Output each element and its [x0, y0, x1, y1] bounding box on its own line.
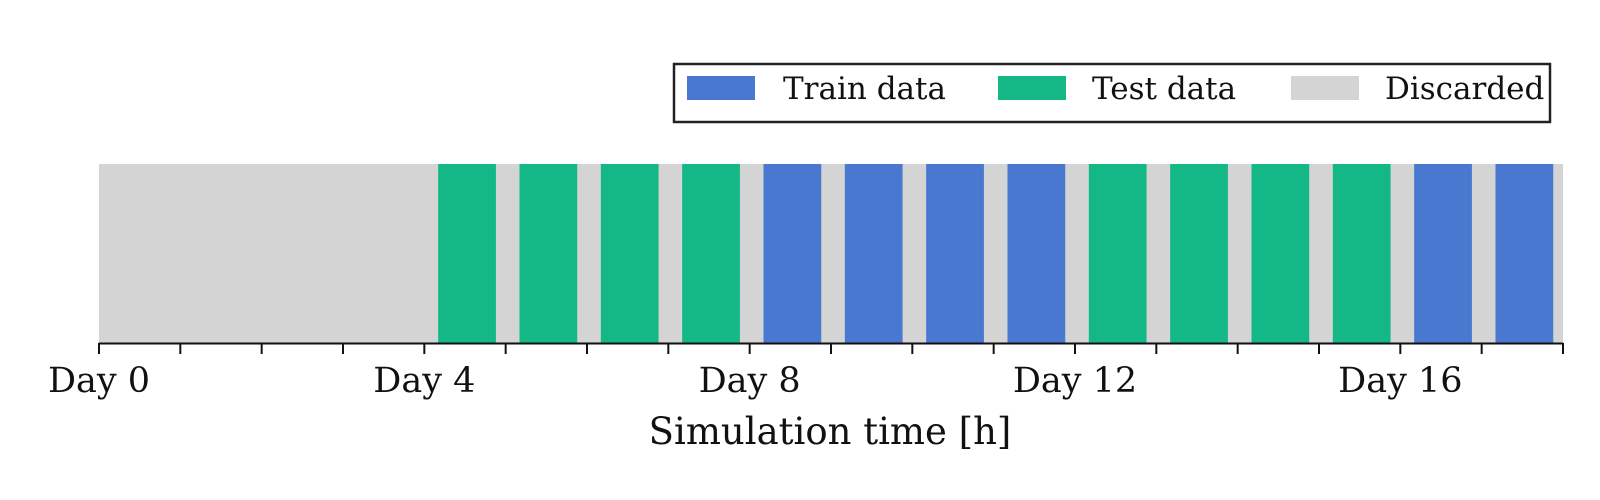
x-tick-label-12: Day 12	[1013, 361, 1137, 401]
segment-train-13	[1495, 164, 1554, 343]
segment-train-12	[1414, 164, 1472, 343]
legend-entry-train: Train data	[687, 71, 946, 107]
x-axis-tick-labels: Day 0 Day 4 Day 8 Day 12 Day 16	[48, 361, 1463, 401]
segment-test-11	[1332, 164, 1391, 343]
timeline-segments	[99, 164, 1563, 343]
legend-frame	[672, 62, 1552, 124]
segment-test-1	[519, 164, 578, 343]
legend-label-train: Train data	[783, 71, 946, 107]
segment-train-6	[926, 164, 984, 343]
segment-test-3	[682, 164, 740, 343]
x-axis-ticks	[98, 343, 1564, 354]
segment-train-5	[844, 164, 903, 343]
x-tick-label-16: Day 16	[1338, 361, 1462, 401]
segment-train-4	[763, 164, 822, 343]
x-tick-label-8: Day 8	[699, 361, 801, 401]
x-tick-label-4: Day 4	[373, 361, 475, 401]
segment-test-8	[1088, 164, 1147, 343]
legend: Train data Test data Discarded	[672, 62, 1552, 124]
plot-area: Day 0 Day 4 Day 8 Day 12 Day 16	[48, 164, 1564, 401]
segment-test-2	[600, 164, 659, 343]
segment-train-7	[1007, 164, 1066, 343]
segment-discarded-background	[99, 164, 1563, 343]
legend-swatch-train	[687, 76, 755, 100]
legend-entry-test: Test data	[998, 71, 1236, 107]
x-axis-title: Simulation time [h]	[649, 410, 1012, 453]
segment-test-0	[438, 164, 496, 343]
legend-entry-discarded: Discarded	[1291, 71, 1544, 107]
legend-label-discarded: Discarded	[1385, 71, 1544, 107]
legend-swatch-discarded	[1291, 76, 1359, 100]
legend-label-test: Test data	[1092, 71, 1236, 107]
segment-test-10	[1251, 164, 1310, 343]
segment-test-9	[1170, 164, 1228, 343]
x-tick-label-0: Day 0	[48, 361, 150, 401]
legend-swatch-test	[998, 76, 1066, 100]
